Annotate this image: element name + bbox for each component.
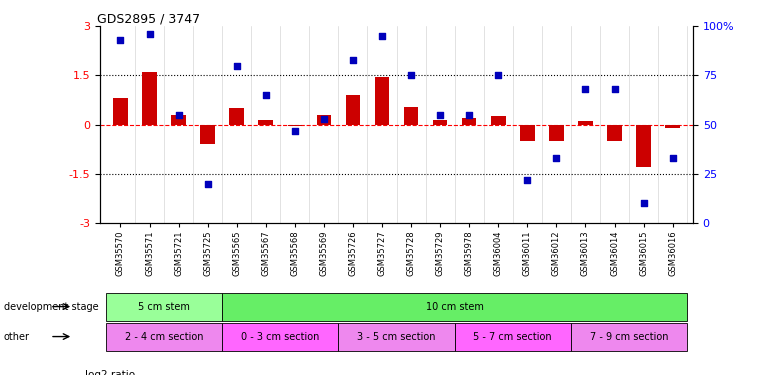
Point bbox=[346, 57, 359, 63]
Point bbox=[143, 31, 156, 37]
Point bbox=[434, 112, 447, 118]
Bar bbox=[287, 124, 302, 126]
Bar bbox=[549, 124, 564, 141]
Text: 5 - 7 cm section: 5 - 7 cm section bbox=[474, 332, 552, 342]
Point bbox=[463, 112, 475, 118]
Point bbox=[114, 37, 126, 43]
Bar bbox=[259, 120, 273, 124]
Text: 0 - 3 cm section: 0 - 3 cm section bbox=[241, 332, 320, 342]
Bar bbox=[578, 122, 593, 124]
Point bbox=[492, 72, 504, 78]
Bar bbox=[229, 108, 244, 124]
Point bbox=[521, 177, 534, 183]
Bar bbox=[520, 124, 534, 141]
Text: GDS2895 / 3747: GDS2895 / 3747 bbox=[97, 12, 200, 25]
Point bbox=[172, 112, 185, 118]
Bar bbox=[454, 322, 571, 351]
Bar bbox=[113, 99, 128, 124]
Bar bbox=[403, 106, 418, 124]
Bar bbox=[571, 322, 687, 351]
Text: 2 - 4 cm section: 2 - 4 cm section bbox=[125, 332, 203, 342]
Point bbox=[230, 63, 243, 69]
Bar bbox=[375, 77, 390, 125]
Bar bbox=[665, 124, 680, 128]
Point bbox=[667, 155, 679, 161]
Bar bbox=[316, 115, 331, 125]
Point bbox=[259, 92, 272, 98]
Bar bbox=[636, 124, 651, 167]
Text: 3 - 5 cm section: 3 - 5 cm section bbox=[357, 332, 436, 342]
Point bbox=[638, 200, 650, 206]
Bar bbox=[433, 120, 447, 124]
Point bbox=[376, 33, 388, 39]
Text: 10 cm stem: 10 cm stem bbox=[426, 302, 484, 312]
Bar bbox=[142, 72, 157, 124]
Point bbox=[579, 86, 591, 92]
Bar bbox=[200, 124, 215, 144]
Point bbox=[318, 116, 330, 122]
Bar bbox=[339, 322, 454, 351]
Text: 7 - 9 cm section: 7 - 9 cm section bbox=[590, 332, 668, 342]
Point bbox=[289, 128, 301, 134]
Bar bbox=[491, 117, 506, 124]
Bar bbox=[106, 322, 223, 351]
Bar bbox=[462, 118, 477, 124]
Text: 5 cm stem: 5 cm stem bbox=[138, 302, 190, 312]
Bar bbox=[346, 95, 360, 124]
Point bbox=[608, 86, 621, 92]
Bar bbox=[608, 124, 622, 141]
Bar bbox=[106, 292, 223, 321]
Text: log2 ratio: log2 ratio bbox=[85, 370, 135, 375]
Point bbox=[202, 181, 214, 187]
Point bbox=[405, 72, 417, 78]
Text: development stage: development stage bbox=[4, 302, 99, 312]
Point bbox=[551, 155, 563, 161]
Bar bbox=[171, 115, 186, 125]
Bar bbox=[223, 292, 687, 321]
Bar bbox=[223, 322, 339, 351]
Text: other: other bbox=[4, 332, 30, 342]
